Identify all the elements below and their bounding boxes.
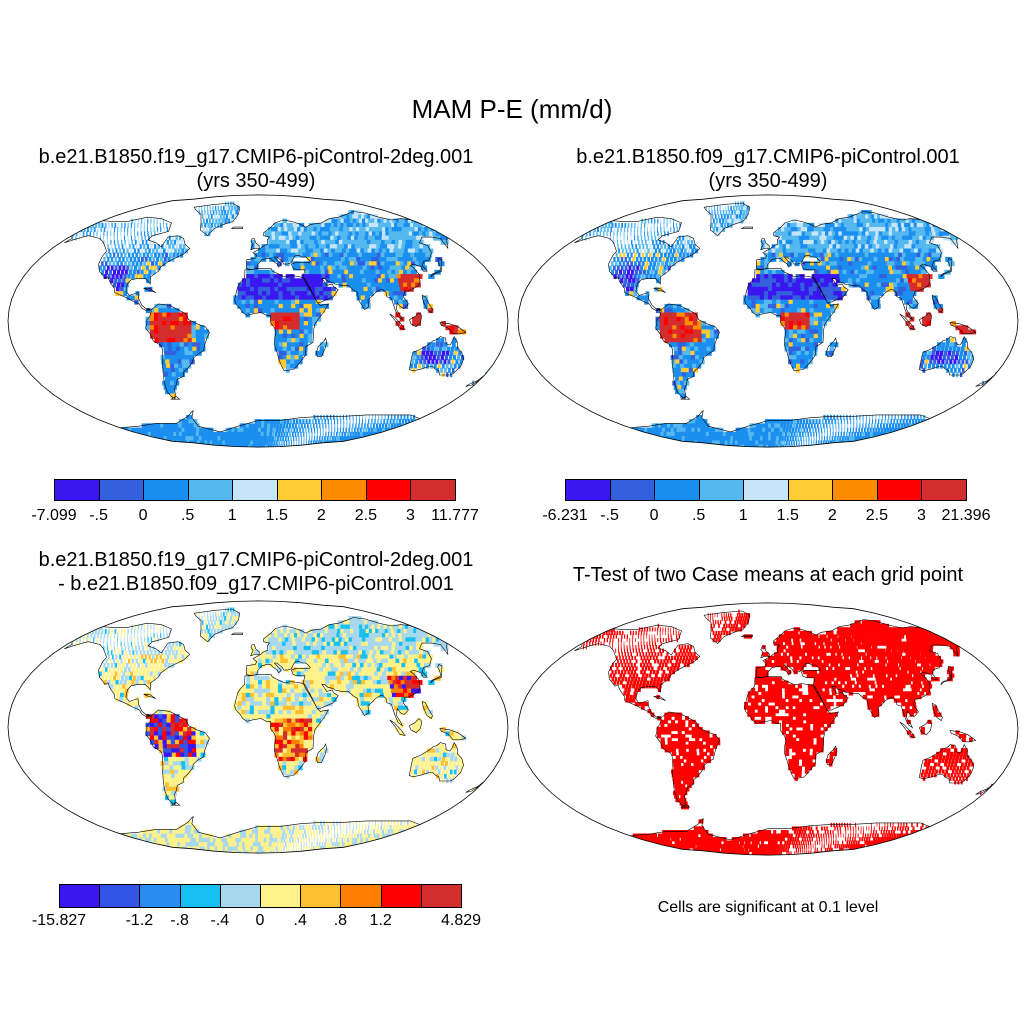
colorbar-tick-label: 2.5 [354, 507, 377, 524]
map-grid-cells [71, 201, 488, 448]
colorbar-swatch [232, 479, 278, 501]
colorbar-swatch [54, 479, 100, 501]
map-border [517, 194, 1019, 448]
colorbar-swatch [260, 884, 302, 908]
colorbar-tick-label: -.4 [210, 912, 230, 929]
colorbar-swatch [300, 884, 342, 908]
colorbar-swatch [98, 479, 145, 501]
colorbar-tick-label: 2.5 [865, 507, 888, 524]
map-grid-cells [581, 201, 998, 448]
colorbar-tick-label: -15.827 [31, 912, 87, 929]
colorbar-tick-label: 11.777 [431, 507, 479, 524]
panel3-map [7, 600, 509, 854]
colorbar-tick-label: -1.2 [125, 912, 154, 929]
colorbar-swatch [743, 479, 789, 501]
colorbar-swatch [139, 884, 181, 908]
panel3-title-line1: b.e21.B1850.f19_g17.CMIP6-piControl-2deg… [38, 549, 474, 571]
colorbar-tick-label: 0 [138, 507, 148, 524]
colorbar-swatch [410, 479, 456, 501]
colorbar-swatch [59, 884, 101, 908]
map-border [517, 602, 1019, 856]
panel1-colorbar-labels: -7.099 -.5 0 .5 1 1.5 2 2.5 3 11.777 [31, 507, 479, 527]
panel2-colorbar [565, 479, 967, 501]
colorbar-tick-label: 21.396 [941, 507, 991, 524]
panel2-title-line1: b.e21.B1850.f09_g17.CMIP6-piControl.001 [576, 146, 960, 168]
colorbar-tick-label: -7.099 [31, 507, 77, 524]
colorbar-tick-label: .5 [180, 507, 195, 524]
colorbar-swatch [787, 479, 834, 501]
colorbar-swatch [276, 479, 323, 501]
colorbar-tick-label: -6.231 [542, 507, 588, 524]
colorbar-tick-label: 3 [405, 507, 415, 524]
colorbar-tick-label: -.5 [89, 507, 108, 524]
colorbar-tick-label: 2 [316, 507, 326, 524]
panel1-colorbar [54, 479, 456, 501]
colorbar-tick-label: 4.829 [440, 912, 482, 929]
colorbar-swatch [698, 479, 745, 501]
coastline [574, 202, 998, 448]
colorbar-tick-label: -.8 [170, 912, 189, 929]
panel2-title: b.e21.B1850.f09_g17.CMIP6-piControl.001 … [512, 145, 1024, 193]
map-border [7, 600, 509, 854]
map-border [7, 194, 509, 448]
colorbar-tick-label: 1.5 [776, 507, 799, 524]
panel2-title-line2: (yrs 350-499) [708, 170, 828, 192]
panel2-colorbar-labels: -6.231 -.5 0 .5 1 1.5 2 2.5 3 21.396 [542, 507, 990, 527]
panel3-title-line2: - b.e21.B1850.f09_g17.CMIP6-piControl.00… [58, 573, 454, 595]
colorbar-swatch [654, 479, 700, 501]
panel3-colorbar-labels: -15.827 -1.2 -.8 -.4 0 .4 .8 1.2 4.829 [32, 912, 481, 932]
coastline [574, 610, 998, 856]
figure-title: MAM P-E (mm/d) [411, 94, 613, 124]
map-grid-cells [71, 607, 488, 854]
colorbar-swatch [179, 884, 221, 908]
colorbar-tick-label: 0 [649, 507, 659, 524]
colorbar-tick-label: .8 [333, 912, 348, 929]
colorbar-tick-label: 1 [738, 507, 748, 524]
panel1-title-line2: (yrs 350-499) [196, 170, 316, 192]
panel3-title: b.e21.B1850.f19_g17.CMIP6-piControl-2deg… [0, 548, 512, 596]
colorbar-swatch [380, 884, 422, 908]
colorbar-tick-label: .4 [293, 912, 307, 929]
colorbar-swatch [340, 884, 382, 908]
colorbar-swatch [565, 479, 611, 501]
colorbar-swatch [420, 884, 462, 908]
panel3-colorbar [59, 884, 462, 908]
colorbar-swatch [321, 479, 367, 501]
colorbar-swatch [876, 479, 923, 501]
panel1-title-line1: b.e21.B1850.f19_g17.CMIP6-piControl-2deg… [38, 146, 474, 168]
panel4-map [517, 602, 1019, 856]
colorbar-swatch [99, 884, 141, 908]
colorbar-tick-label: 2 [827, 507, 837, 524]
significance-note: Cells are significant at 0.1 level [657, 899, 879, 916]
colorbar-swatch [143, 479, 189, 501]
colorbar-tick-label: 1.5 [265, 507, 288, 524]
panel4-title: T-Test of two Case means at each grid po… [572, 564, 964, 586]
colorbar-swatch [365, 479, 412, 501]
colorbar-tick-label: 1 [227, 507, 237, 524]
coastline [64, 202, 488, 448]
colorbar-tick-label: -.5 [600, 507, 619, 524]
colorbar-tick-label: 1.2 [369, 912, 392, 929]
colorbar-swatch [921, 479, 967, 501]
colorbar-tick-label: 3 [916, 507, 926, 524]
colorbar-swatch [187, 479, 234, 501]
colorbar-tick-label: 0 [255, 912, 265, 929]
panel1-title: b.e21.B1850.f19_g17.CMIP6-piControl-2deg… [0, 145, 512, 193]
panel1-map [7, 194, 509, 448]
colorbar-swatch [609, 479, 656, 501]
coastline [64, 608, 488, 854]
colorbar-swatch [219, 884, 261, 908]
colorbar-swatch [832, 479, 878, 501]
colorbar-tick-label: .5 [691, 507, 706, 524]
panel2-map [517, 194, 1019, 448]
